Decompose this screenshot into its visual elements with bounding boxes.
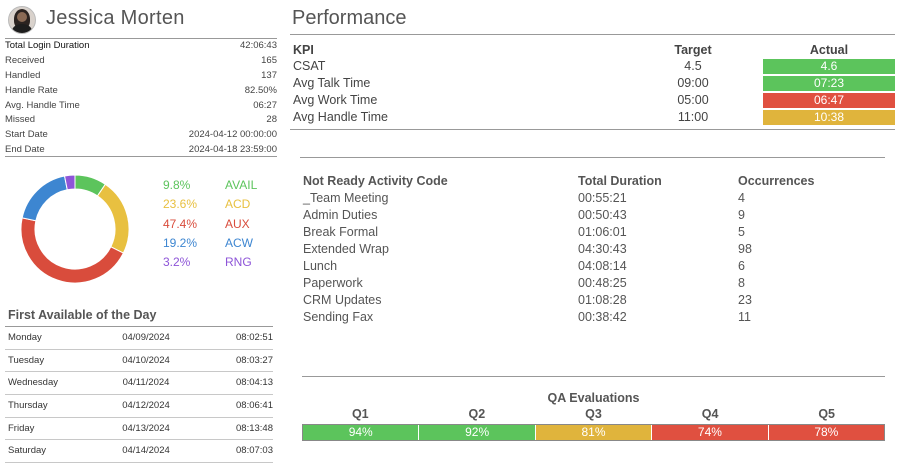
not-ready-header: Not Ready Activity Code Total Duration O… <box>303 174 815 188</box>
actual-badge: 4.6 <box>763 59 895 74</box>
legend-entry: 23.6% ACD <box>163 195 273 214</box>
agent-name: Jessica Morten <box>46 7 185 29</box>
first-available-table: Monday 04/09/2024 08:02:51 Tuesday 04/10/20… <box>5 326 273 463</box>
state-donut-chart <box>20 174 130 284</box>
table-row: Tuesday 04/10/2024 08:03:27 <box>5 350 273 373</box>
table-row: Avg Talk Time 09:00 07:23 <box>290 75 895 92</box>
qa-quarter-label: Q2 <box>468 407 486 421</box>
table-row: Lunch 04:08:14 6 <box>303 259 745 273</box>
chart-legend: 9.8% AVAIL 23.6% ACD 47.4% AUX 19.2% ACW 3.2… <box>163 176 273 272</box>
table-row: Paperwork 00:48:25 8 <box>303 276 745 290</box>
legend-code: ACW <box>225 235 253 250</box>
qa-quarter-label: Q5 <box>818 407 836 421</box>
qa-quarter-label: Q4 <box>701 407 719 421</box>
table-row: CSAT 4.5 4.6 <box>290 58 895 75</box>
table-row: Wednesday 04/11/2024 08:04:13 <box>5 372 273 396</box>
table-row: Saturday 04/14/2024 08:07:03 <box>5 440 273 463</box>
table-row: Admin Duties 00:50:43 9 <box>303 208 745 222</box>
table-row: Friday 04/13/2024 08:13:48 <box>5 418 273 441</box>
table-row: Sending Fax 00:38:42 11 <box>303 310 751 324</box>
kpi-table: KPI Target Actual CSAT 4.5 4.6 Avg Talk … <box>290 34 895 130</box>
qa-score: 78% <box>767 425 885 440</box>
qa-headers: Q1 Q2 Q3 Q4 Q5 <box>302 407 885 422</box>
kpi-header: KPI Target Actual <box>293 43 849 57</box>
legend-code: RNG <box>225 255 252 270</box>
donut-slice-rng <box>63 174 76 191</box>
first-available-title: First Available of the Day <box>8 308 157 322</box>
table-row: Monday 04/09/2024 08:02:51 <box>5 327 273 350</box>
table-row: Thursday 04/12/2024 08:06:41 <box>5 395 273 418</box>
stat-row: Start Date 2024-04-12 00:00:00 <box>5 129 277 141</box>
stat-row: Handled 137 <box>5 69 277 81</box>
table-row: Avg Handle Time 11:00 10:38 <box>290 109 895 126</box>
legend-pct: 23.6% <box>163 197 198 212</box>
stat-row: End Date 2024-04-18 23:59:00 <box>5 144 277 156</box>
table-row: Extended Wrap 04:30:43 98 <box>303 242 752 256</box>
performance-title: Performance <box>292 7 407 29</box>
qa-score: 74% <box>651 425 768 440</box>
stat-row: Total Login Duration 42:06:43 <box>5 40 277 51</box>
table-row: CRM Updates 01:08:28 23 <box>303 293 752 307</box>
legend-code: AVAIL <box>225 178 258 192</box>
legend-code: AUX <box>225 216 250 231</box>
table-row: _Team Meeting 00:55:21 4 <box>303 191 745 205</box>
legend-entry: 19.2% ACW <box>163 234 273 253</box>
qa-score: 92% <box>418 425 535 440</box>
donut-slice-acw <box>21 175 68 222</box>
qa-score-bar: 94% 92% 81% 74% 78% <box>302 424 885 441</box>
qa-score: 94% <box>303 425 419 440</box>
legend-entry: 47.4% AUX <box>163 215 273 234</box>
stat-row: Handle Rate 82.50% <box>5 84 277 96</box>
qa-quarter-label: Q3 <box>585 407 602 421</box>
legend-pct: 9.8% <box>163 178 191 192</box>
qa-title: QA Evaluations <box>547 391 640 405</box>
actual-badge: 10:38 <box>763 110 895 125</box>
legend-entry: 9.8% AVAIL <box>163 176 273 195</box>
legend-entry: 3.2% RNG <box>163 253 273 272</box>
stat-row: Missed 28 <box>5 114 277 126</box>
avatar <box>8 6 36 34</box>
stat-row: Received 165 <box>5 54 277 66</box>
donut-slice-acd <box>96 183 130 254</box>
stat-row: Avg. Handle Time 06:27 <box>5 99 277 111</box>
legend-pct: 47.4% <box>163 216 198 231</box>
table-row: Avg Work Time 05:00 06:47 <box>290 92 895 109</box>
donut-slice-aux <box>20 217 124 284</box>
actual-badge: 07:23 <box>763 76 895 91</box>
legend-pct: 3.2% <box>163 255 191 270</box>
agent-stats: Total Login Duration 42:06:43 Received 165… <box>5 38 277 158</box>
legend-pct: 19.2% <box>163 235 198 250</box>
qa-evaluations: QA Evaluations Q1 Q2 Q3 Q4 Q5 94% 92% 81… <box>302 376 885 441</box>
divider <box>5 156 277 157</box>
table-row: Break Formal 01:06:01 5 <box>303 225 745 239</box>
qa-score: 81% <box>534 425 652 440</box>
qa-quarter-label: Q1 <box>351 407 369 421</box>
not-ready-table: Not Ready Activity Code Total Duration O… <box>300 157 885 326</box>
legend-code: ACD <box>225 197 251 212</box>
actual-badge: 06:47 <box>763 93 895 108</box>
